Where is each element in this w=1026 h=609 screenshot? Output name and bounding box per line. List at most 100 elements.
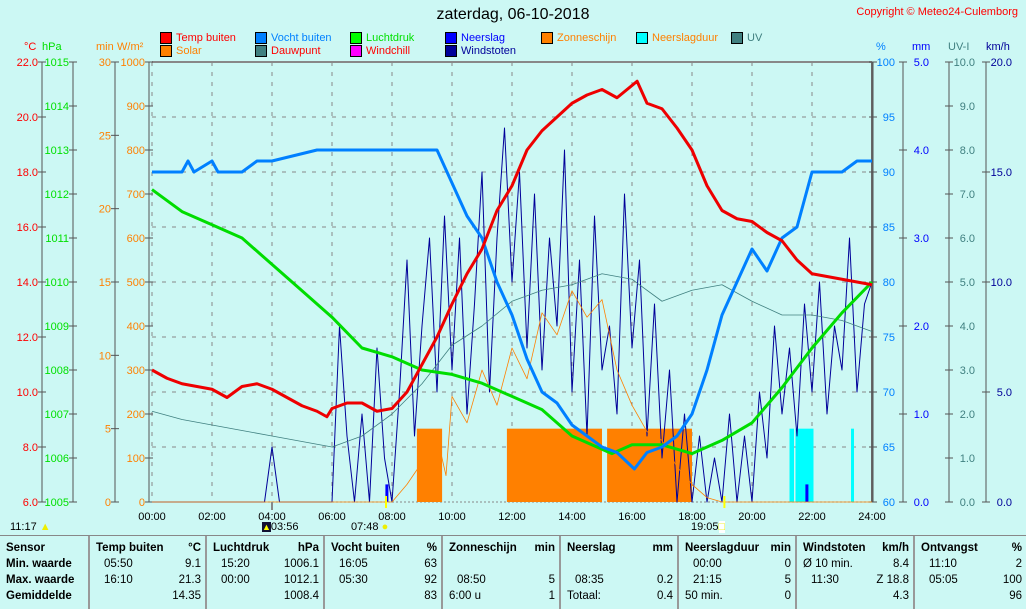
axis-tick-label: 400 [127,321,145,333]
legend-item: Zonneschijn [541,32,616,44]
cell-value: 4.3 [893,590,909,602]
stats-column: Temp buiten °C 05:50 9.1 16:10 21.3 14.35 [88,536,205,609]
column-header: Temp buiten °C [96,542,201,558]
cell-time: 16:05 [339,558,368,570]
column-header: Luchtdruk hPa [213,542,319,558]
cell-value: 5 [784,574,791,586]
axis-tick-label: 5.0 [997,387,1012,399]
cell-value: 63 [424,558,437,570]
x-tick-label: 14:00 [558,511,586,523]
table-row: 08:50 5 [449,574,555,590]
table-row: 14.35 [96,590,201,606]
legend-swatch [445,32,457,44]
axis-tick-label: 90 [883,167,895,179]
table-row: 00:00 0 [685,558,791,574]
cell-time: 00:00 [693,558,722,570]
table-row: 11:30 Z 18.8 [803,574,909,590]
stats-column: Ontvangst% 11:10 2 05:05 100 96 [913,536,1026,609]
axis-tick-label: 0 [139,497,145,509]
axis-tick-label: 10.0 [954,57,975,69]
rain-bar [385,484,389,502]
x-tick-label: 06:00 [318,511,346,523]
axis-tick-label: 15.0 [991,167,1012,179]
legend-label: Windstoten [461,45,517,57]
column-unit: min [770,542,791,554]
axis-tick-label: 8.0 [960,145,975,157]
stats-column: Neerslagduur min 00:00 0 21:15 5 50 min. 0 [677,536,795,609]
sunshine-bar [506,428,602,502]
axis-tick-label: 600 [127,233,145,245]
axis-tick-label: 3.0 [960,365,975,377]
legend-item: UV [731,32,762,44]
cell-value: 0 [784,590,791,602]
axis-tick-label: 22.0 [17,57,38,69]
legend-swatch [255,32,267,44]
cell-value: 9.1 [185,558,201,570]
cell-value: 1006.1 [283,558,319,570]
stats-column: Luchtdruk hPa 15:20 1006.1 00:00 1012.1 1008.4 [205,536,323,609]
sunset-label: 19:05 [691,521,719,533]
rain-duration-bar [851,428,854,502]
legend-label: Solar [176,45,202,57]
legend-swatch [255,45,267,57]
legend-label: Zonneschijn [557,32,617,44]
column-header: Vocht buiten% [331,542,437,558]
column-label: Neerslagduur [685,542,760,554]
sunset-icon: □ [718,521,726,533]
table-row: 08:35 0.2 [567,574,673,590]
sun-icon: ● [381,521,389,533]
table-row: Ø 10 min. 8.4 [803,558,909,574]
axis-tick-label: 5.0 [960,277,975,289]
axis-tick-label: 10.0 [17,387,38,399]
axis-tick-label: 1005 [45,497,69,509]
row-label-avg: Gemiddelde [6,590,72,602]
temp-line [151,79,873,419]
axis-tick-label: 100 [877,57,895,69]
axis-unit-minutes: min [96,41,114,53]
axis-tick-label: 2.0 [960,409,975,421]
cell-time: 11:30 [811,574,839,586]
axis-tick-label: 8.0 [23,442,38,454]
legend-item: Luchtdruk [350,32,414,44]
cell-value: 5 [548,574,555,586]
column-unit: min [534,542,555,554]
axis-tick-label: 10 [99,350,111,362]
axis-tick-label: 0.0 [997,497,1012,509]
column-label: Luchtdruk [213,542,270,554]
axis-tick-label: 1008 [45,365,69,377]
axis-tick-label: 25 [99,130,111,142]
column-header: Windstoten km/h [803,542,909,558]
x-tick-label: 16:00 [618,511,646,523]
legend-item: Temp buiten [160,32,236,44]
cell-value: 21.3 [178,574,201,586]
axis-unit-temp: °C [24,41,36,53]
legend-label: Neerslag [461,32,506,44]
cell-value: 8.4 [893,558,909,570]
cell-time: 6:00 u [449,590,481,602]
legend-item: Windchill [350,45,410,57]
axis-tick-label: 1.0 [914,409,929,421]
legend-swatch [160,32,172,44]
chart: °C 22.0 20.0 18.0 16.0 14.0 12.0 10.0 8.0 6.0 hPa 1… [17,41,1012,523]
axis-tick-label: 12.0 [17,332,38,344]
cell-value: 1 [548,590,555,602]
stats-column: Windstoten km/h Ø 10 min. 8.4 11:30 Z 18.8 4.3 [795,536,913,609]
axis-tick-label: 1009 [45,321,69,333]
axis-unit-rain: mm [912,41,930,53]
axis-tick-label: 4.0 [960,321,975,333]
cell-time: 16:10 [104,574,133,586]
table-row [567,558,673,574]
axis-tick-label: 9.0 [960,101,975,113]
axis-tick-label: 3.0 [914,233,929,245]
stats-column: Neerslag mm 08:35 0.2 Totaal: 0.4 [559,536,677,609]
x-tick-label: 00:00 [138,511,166,523]
moonrise-time: 11:17 ▲ [10,521,51,533]
cell-time: 15:20 [221,558,250,570]
cell-time: 50 min. [685,590,723,602]
legend-swatch [541,32,553,44]
axis-unit-humidity: % [876,41,886,53]
cell-value: 0.4 [657,590,673,602]
sunrise-label: 07:48 [351,521,379,533]
cell-time: 05:50 [104,558,133,570]
table-row: 05:50 9.1 [96,558,201,574]
